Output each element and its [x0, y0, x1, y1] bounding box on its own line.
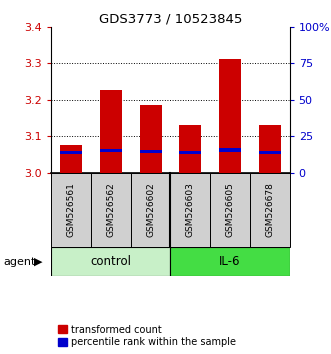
Bar: [219, 59, 241, 173]
Text: control: control: [90, 255, 131, 268]
Text: GSM526562: GSM526562: [106, 182, 116, 237]
Bar: [250, 173, 290, 247]
Bar: [259, 151, 281, 154]
Bar: [140, 105, 162, 173]
Bar: [51, 247, 170, 276]
Bar: [140, 150, 162, 153]
Bar: [259, 125, 281, 173]
Bar: [51, 173, 91, 247]
Text: GSM526678: GSM526678: [265, 182, 274, 237]
Bar: [179, 151, 201, 154]
Text: IL-6: IL-6: [219, 255, 241, 268]
Text: GSM526605: GSM526605: [225, 182, 235, 237]
Text: GSM526603: GSM526603: [186, 182, 195, 237]
Text: GSM526561: GSM526561: [67, 182, 76, 237]
Bar: [179, 125, 201, 173]
Bar: [131, 173, 170, 247]
Bar: [100, 90, 122, 173]
Bar: [170, 247, 290, 276]
Legend: transformed count, percentile rank within the sample: transformed count, percentile rank withi…: [56, 323, 238, 349]
Bar: [170, 173, 210, 247]
Bar: [210, 173, 250, 247]
Bar: [60, 151, 82, 154]
Title: GDS3773 / 10523845: GDS3773 / 10523845: [99, 12, 242, 25]
Bar: [60, 145, 82, 173]
Bar: [219, 148, 241, 152]
Bar: [91, 173, 131, 247]
Text: agent: agent: [3, 257, 36, 267]
Text: GSM526602: GSM526602: [146, 182, 155, 237]
Bar: [100, 149, 122, 153]
Text: ▶: ▶: [34, 257, 42, 267]
